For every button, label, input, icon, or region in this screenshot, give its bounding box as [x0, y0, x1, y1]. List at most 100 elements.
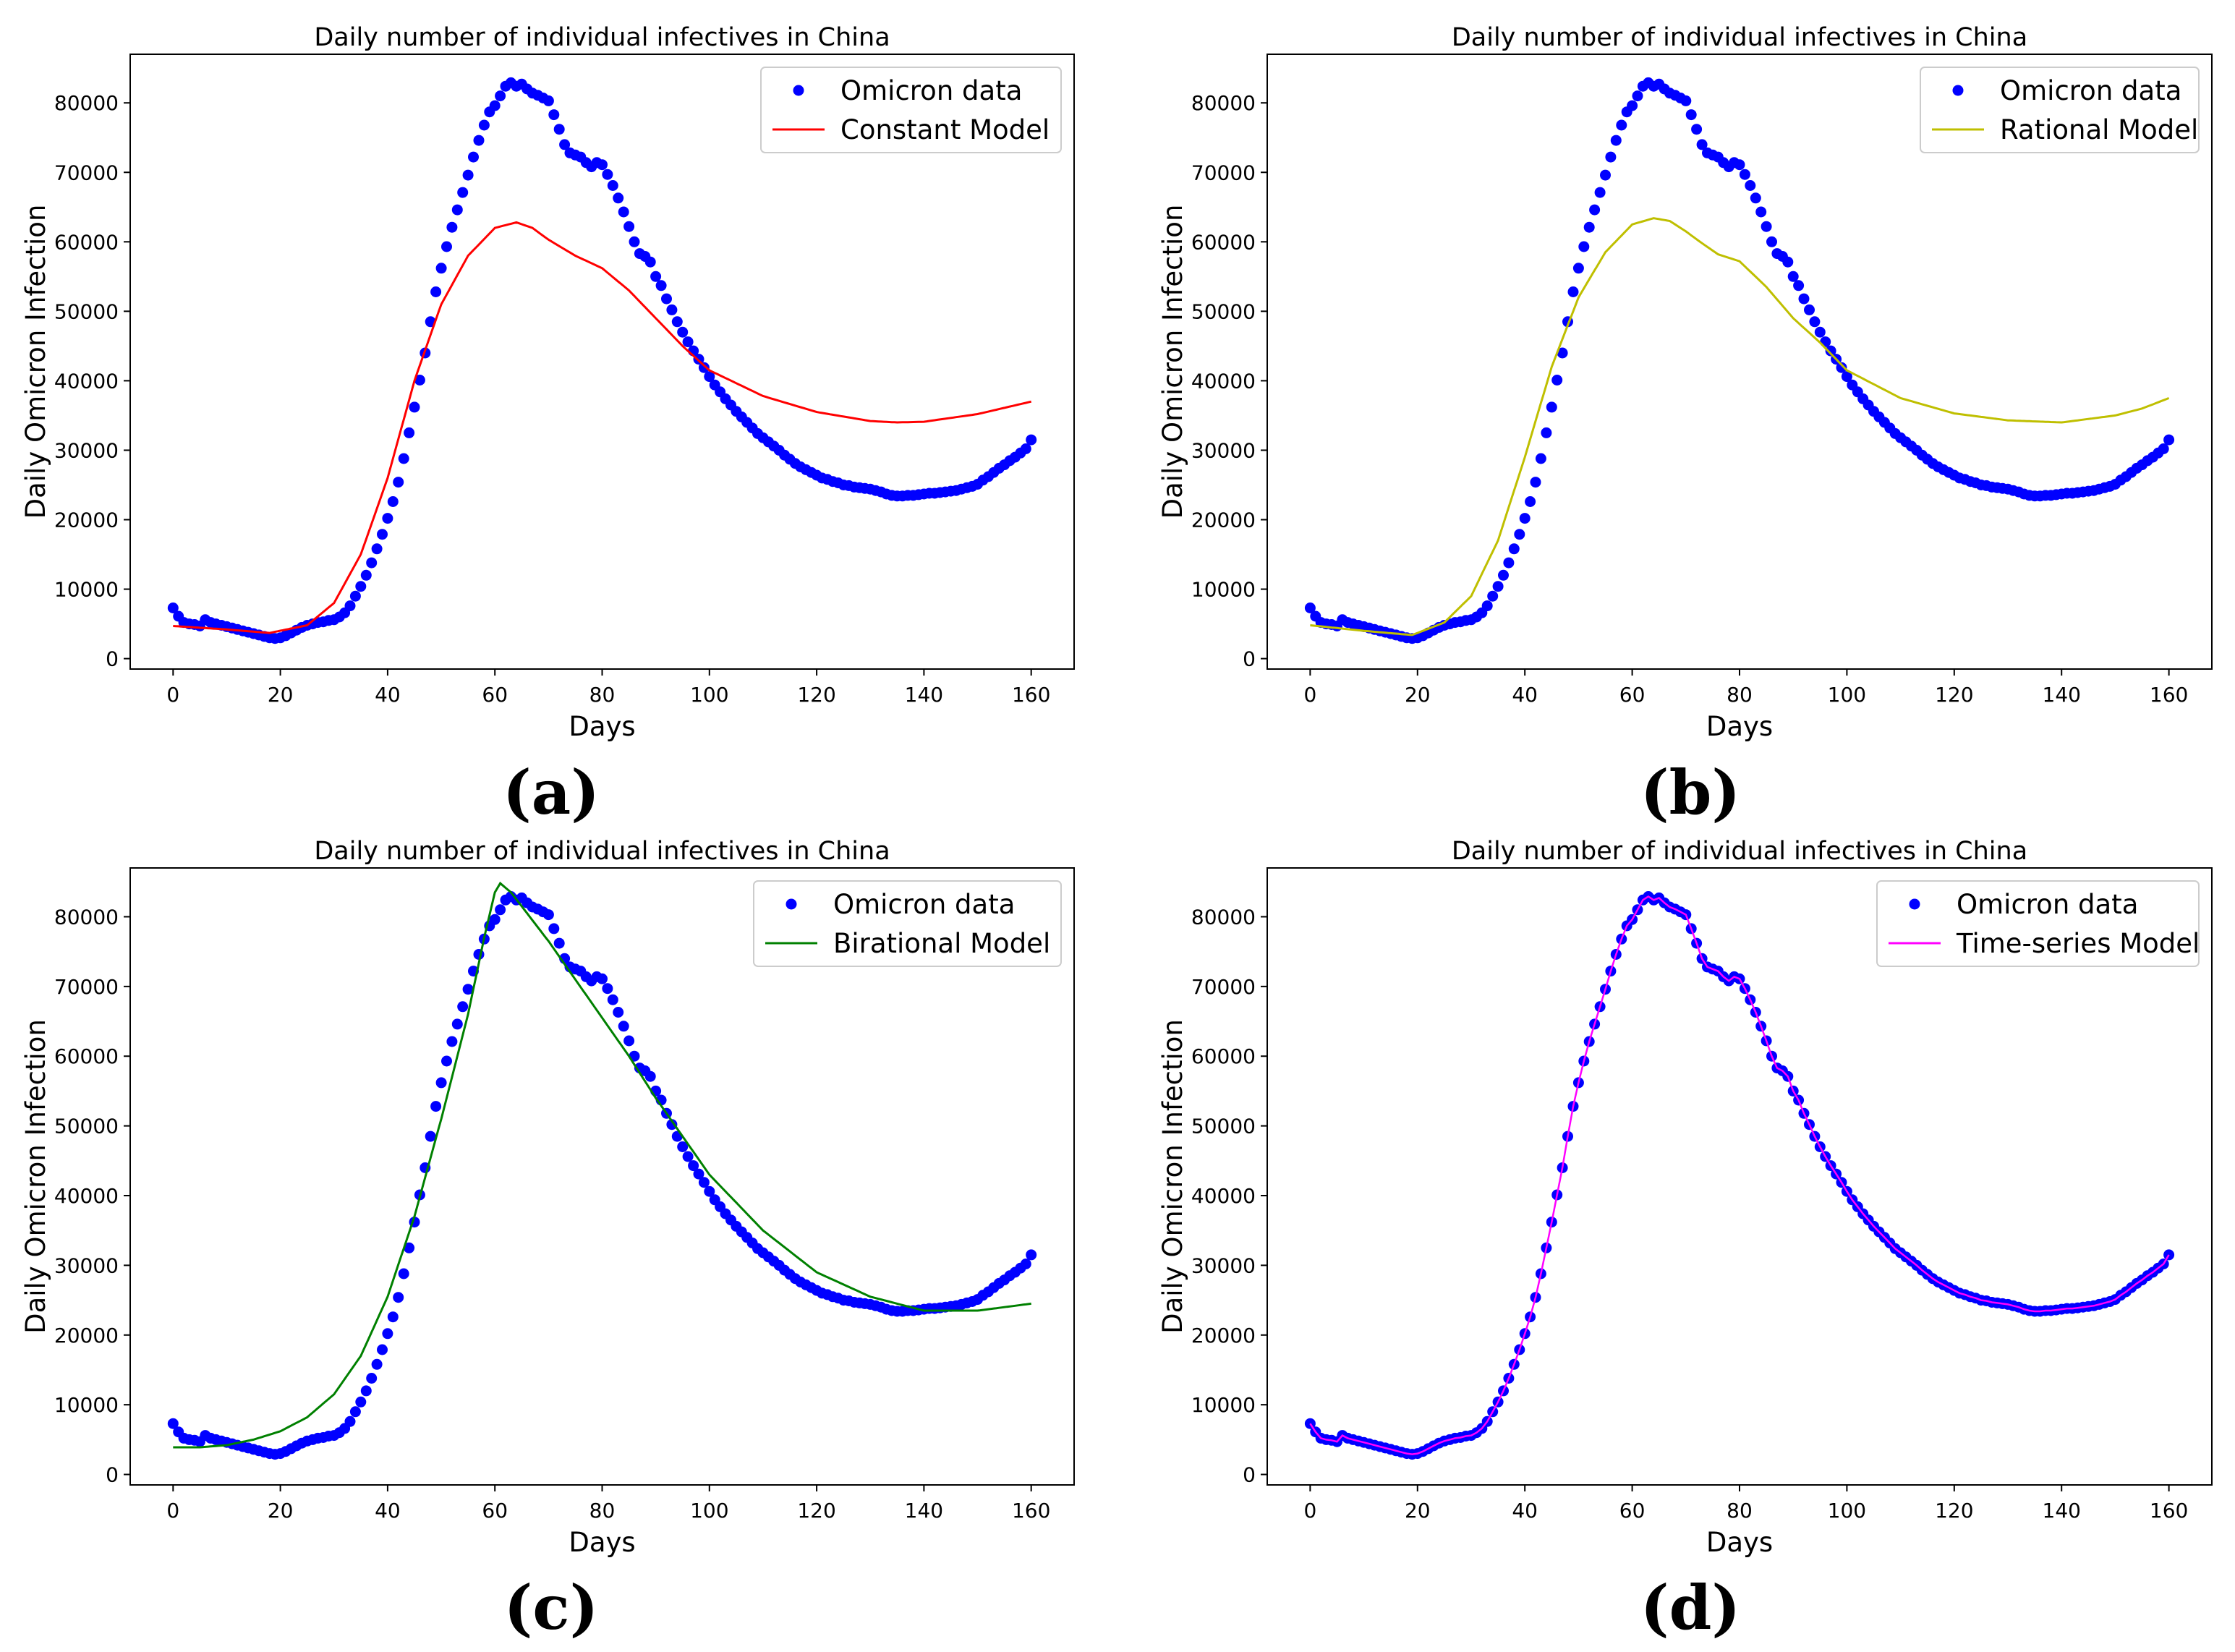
- data-point: [349, 590, 361, 602]
- data-point: [618, 1021, 629, 1032]
- y-tick-label: 70000: [54, 161, 119, 184]
- y-axis-label: Daily Omicron Infection: [1157, 1019, 1188, 1334]
- caption-b: (b): [1640, 757, 1740, 828]
- data-point: [462, 169, 474, 181]
- x-tick-label: 60: [1619, 683, 1646, 707]
- data-point: [602, 983, 613, 995]
- x-tick-label: 40: [375, 683, 401, 707]
- data-point: [349, 1406, 361, 1418]
- x-tick-label: 140: [905, 1499, 943, 1523]
- data-point: [602, 169, 613, 180]
- data-point: [688, 1160, 699, 1172]
- data-point: [435, 1077, 447, 1089]
- x-tick-label: 20: [1405, 1499, 1431, 1523]
- caption-a: (a): [503, 757, 600, 828]
- data-point: [1600, 169, 1611, 181]
- data-point: [2163, 434, 2175, 446]
- x-tick-label: 100: [690, 1499, 728, 1523]
- x-axis-label: Days: [569, 711, 635, 742]
- data-point: [1519, 513, 1531, 524]
- y-tick-label: 10000: [1191, 578, 1256, 602]
- data-point: [1487, 590, 1499, 602]
- data-point: [1514, 529, 1525, 540]
- data-point: [387, 496, 399, 507]
- legend-box: [760, 67, 1062, 153]
- data-point: [1525, 496, 1536, 507]
- data-point: [671, 316, 683, 328]
- y-tick-label: 40000: [1191, 369, 1256, 393]
- x-tick-label: 140: [2043, 1499, 2081, 1523]
- data-points: [167, 77, 1037, 644]
- data-point: [1627, 100, 1638, 111]
- data-point: [414, 375, 425, 386]
- data-point: [666, 1119, 678, 1131]
- y-tick-label: 40000: [54, 369, 119, 393]
- legend-box: [753, 880, 1062, 967]
- y-tick-label: 30000: [54, 1253, 119, 1277]
- y-tick-label: 80000: [1191, 91, 1256, 115]
- legend-marker-points: [793, 85, 804, 96]
- data-point: [393, 1292, 404, 1303]
- y-tick-label: 60000: [54, 230, 119, 254]
- chart-title: Daily number of individual infectives in…: [314, 23, 890, 52]
- data-point: [597, 159, 608, 171]
- legend-box: [1920, 67, 2200, 153]
- data-point: [553, 124, 565, 135]
- x-tick-label: 140: [905, 683, 943, 707]
- x-axis-label: Days: [1706, 1527, 1773, 1558]
- data-point: [1691, 124, 1703, 135]
- data-point: [360, 1385, 372, 1397]
- data-point: [366, 1373, 378, 1384]
- x-tick-label: 100: [690, 683, 728, 707]
- data-point: [425, 1131, 436, 1142]
- x-tick-label: 120: [797, 1499, 835, 1523]
- caption-c: (c): [504, 1572, 599, 1643]
- data-point: [167, 603, 179, 613]
- data-point: [613, 192, 624, 204]
- data-point: [1541, 427, 1552, 438]
- x-tick-label: 100: [1828, 1499, 1866, 1523]
- legend-box: [1876, 880, 2200, 967]
- data-point: [1766, 236, 1777, 247]
- x-tick-label: 0: [166, 683, 179, 707]
- legend-label-points: Omicron data: [840, 75, 1022, 106]
- y-tick-label: 10000: [54, 1393, 119, 1417]
- y-axis-label: Daily Omicron Infection: [1157, 205, 1188, 519]
- x-tick-label: 0: [1303, 683, 1316, 707]
- data-point: [548, 923, 560, 934]
- data-point: [398, 453, 409, 464]
- x-tick-label: 60: [482, 1499, 508, 1523]
- data-point: [1680, 95, 1692, 106]
- data-point: [623, 221, 635, 232]
- y-tick-label: 60000: [54, 1044, 119, 1068]
- data-point: [682, 1151, 694, 1162]
- model-line: [1309, 895, 2170, 1455]
- plot-frame: [129, 867, 1075, 1486]
- data-point: [1551, 375, 1563, 386]
- data-point: [682, 336, 694, 348]
- legend-label-points: Omicron data: [1957, 889, 2138, 920]
- data-point: [1793, 280, 1805, 291]
- data-point: [1020, 443, 1031, 454]
- x-tick-label: 20: [268, 683, 294, 707]
- y-tick-label: 80000: [54, 905, 119, 929]
- legend-label-points: Omicron data: [2000, 75, 2181, 106]
- x-axis-label: Days: [1706, 711, 1773, 742]
- model-line: [173, 221, 1032, 634]
- y-tick-label: 30000: [1191, 438, 1256, 462]
- data-point: [441, 241, 452, 252]
- x-tick-label: 40: [1512, 683, 1538, 707]
- x-tick-label: 0: [1303, 1499, 1316, 1523]
- legend-label-points: Omicron data: [833, 889, 1015, 920]
- data-point: [650, 271, 662, 282]
- data-point: [553, 937, 565, 949]
- plot-frame: [1266, 54, 2213, 670]
- y-axis-label: Daily Omicron Infection: [20, 205, 51, 519]
- legend-label-model: Time-series Model: [1956, 928, 2200, 959]
- data-point: [1026, 434, 1037, 446]
- x-tick-label: 120: [1935, 1499, 1973, 1523]
- data-point: [644, 1070, 656, 1082]
- y-tick-label: 20000: [1191, 508, 1256, 532]
- data-point: [698, 362, 710, 373]
